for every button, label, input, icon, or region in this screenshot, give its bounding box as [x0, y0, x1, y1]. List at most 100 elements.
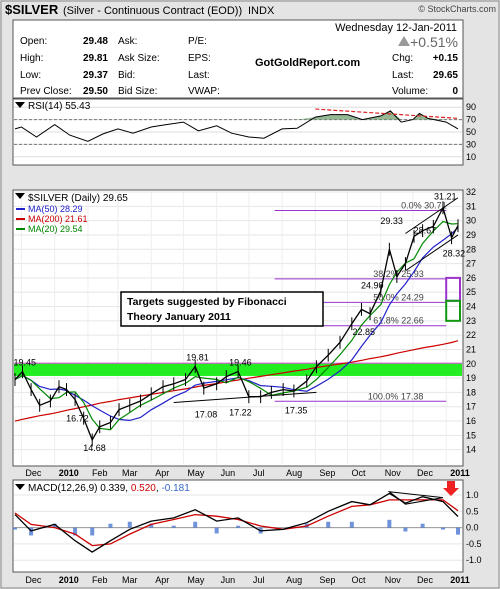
price-title: $SILVER (Daily) 29.65 — [28, 193, 128, 204]
x-tick-label: Dec — [417, 468, 434, 478]
rsi-dropdown-icon[interactable] — [15, 102, 25, 108]
rsi-tick-label: 70 — [466, 115, 476, 125]
macd-histogram-bar — [127, 521, 132, 528]
quote-value: 29.37 — [83, 70, 108, 81]
price-tick-label: 30 — [466, 216, 476, 226]
price-label: 19.46 — [229, 358, 252, 368]
x-tick-label: Nov — [385, 575, 402, 585]
macd-tick-label: 0.5 — [466, 506, 479, 516]
macd-histogram-bar — [13, 527, 17, 530]
fib-level-label: 61.8% 22.66 — [373, 316, 424, 326]
quote-label: Volume: — [392, 86, 428, 97]
fib-annotation-line1: Targets suggested by Fibonacci — [127, 296, 287, 308]
legend-ma200: MA(200) 21.61 — [28, 214, 88, 224]
macd-histogram-bar — [214, 527, 219, 534]
x-tick-label: Mar — [122, 575, 138, 585]
x-tick-label: May — [187, 575, 205, 585]
price-label: 16.72 — [66, 414, 89, 424]
price-label: 22.85 — [352, 327, 375, 337]
rsi-tick-label: 10 — [466, 152, 476, 162]
x-tick-label: 2011 — [450, 468, 470, 478]
price-label: 28.32 — [443, 249, 466, 259]
price-label: 28.67 — [414, 226, 437, 236]
x-tick-label: Jul — [253, 468, 265, 478]
x-tick-label: Feb — [92, 575, 108, 585]
price-layer: 14 15 16 17 18 19 20 21 22 23 24 25 26 27 28 29 30 31 32 0.… — [14, 187, 476, 464]
macd-dropdown-icon[interactable] — [15, 484, 25, 490]
price-tick-label: 16 — [466, 416, 476, 426]
quote-value: 29.81 — [83, 53, 108, 64]
quote-label: Ask: — [118, 36, 137, 47]
quote-panel — [12, 19, 464, 99]
fib-level-label: 50.0% 24.29 — [373, 292, 424, 302]
signal-line — [14, 499, 459, 547]
macd-histogram-bar — [108, 523, 113, 528]
quote-label: Ask Size: — [118, 53, 160, 64]
quote-label: VWAP: — [188, 86, 220, 97]
symbol-desc: (Silver - Continuous Contract (EOD)) — [63, 5, 242, 17]
quote-label: Last: — [392, 70, 414, 81]
macd-histogram-bar — [149, 523, 154, 528]
quote-label: Chg: — [392, 53, 413, 64]
x-tick-label: 2010 — [59, 575, 79, 585]
lower-channel-line — [405, 234, 459, 272]
quote-value: 29.48 — [83, 36, 108, 47]
rsi-overbought-fill — [15, 110, 458, 120]
macd-tick-label: -1.0 — [466, 555, 482, 565]
x-tick-label: Jun — [221, 575, 236, 585]
macd-triangle — [387, 491, 444, 505]
price-tick-label: 22 — [466, 330, 476, 340]
x-tick-label: Dec — [25, 575, 42, 585]
macd-tick-label: -0.5 — [466, 539, 482, 549]
rsi-tick-label: 50 — [466, 127, 476, 137]
price-tick-label: 20 — [466, 359, 476, 369]
x-tick-label: Aug — [286, 468, 302, 478]
price-tick-label: 29 — [466, 230, 476, 240]
quote-value: +0.15 — [433, 53, 459, 64]
rsi-line — [14, 110, 459, 142]
quote-label: P/E: — [188, 36, 207, 47]
fib-level-label: 100.0% 17.38 — [368, 391, 424, 401]
x-tick-label: 2011 — [450, 575, 470, 585]
macd-histogram-bar — [456, 527, 460, 535]
x-tick-label: Apr — [155, 575, 169, 585]
exchange-label: INDX — [248, 5, 275, 17]
price-tick-label: 27 — [466, 259, 476, 269]
macd-tick-label: 0.0 — [466, 523, 479, 533]
watermark: GotGoldReport.com — [255, 57, 360, 69]
rsi-tick-label: 90 — [466, 102, 476, 112]
axis-layer: Dec Dec 2010 2010 Feb Feb Mar Mar Apr Apr May May Ju… — [25, 468, 469, 585]
x-tick-label: Apr — [155, 468, 169, 478]
legend-ma20: MA(20) 29.54 — [28, 224, 83, 234]
quote-label: High: — [20, 53, 43, 64]
price-tick-label: 32 — [466, 187, 476, 197]
macd-histogram-bar — [420, 523, 425, 528]
ma20-line — [14, 220, 459, 431]
price-dropdown-icon[interactable] — [15, 193, 25, 199]
x-tick-label: Feb — [92, 468, 108, 478]
price-tick-label: 21 — [466, 344, 476, 354]
fib-level-label: 0.0% 30.71 — [401, 200, 447, 210]
x-tick-label: Sep — [319, 468, 335, 478]
quote-label: Bid: — [118, 70, 135, 81]
quote-value: 29.50 — [83, 86, 108, 97]
macd-histogram-bar — [349, 521, 354, 528]
fib-annotation-line2: Theory January 2011 — [127, 311, 231, 323]
x-tick-label: 2010 — [59, 468, 79, 478]
macd-histogram-bar — [73, 527, 78, 536]
x-tick-label: Aug — [286, 575, 302, 585]
quote-label: Prev Close: — [20, 86, 72, 97]
price-label: 19.81 — [186, 353, 209, 363]
price-label: 19.45 — [14, 358, 37, 368]
x-tick-label: Dec — [417, 575, 434, 585]
price-label: 24.90 — [361, 281, 384, 291]
price-tick-label: 19 — [466, 373, 476, 383]
x-tick-label: Dec — [25, 468, 42, 478]
price-tick-label: 23 — [466, 316, 476, 326]
quote-value: 29.65 — [433, 70, 458, 81]
price-tick-label: 31 — [466, 201, 476, 211]
macd-histogram-bar — [403, 527, 408, 532]
price-label: 17.22 — [229, 408, 252, 418]
macd-histogram-bar — [52, 523, 57, 528]
